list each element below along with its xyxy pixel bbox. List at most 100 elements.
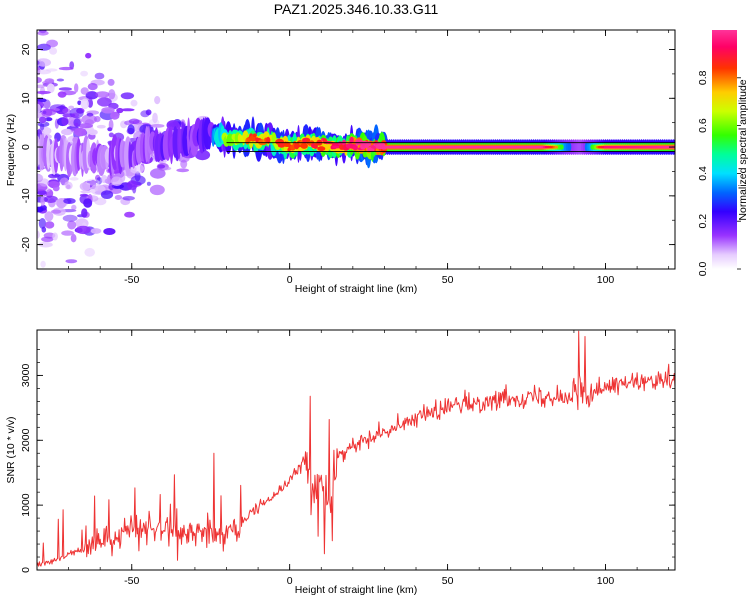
x-tick-label: 100	[597, 274, 615, 286]
spectrogram-blob	[149, 184, 165, 196]
spectrogram-blob	[38, 116, 47, 124]
spectrogram-blob	[47, 181, 60, 188]
spectrogram-blob	[87, 83, 98, 91]
spectrogram-blob	[146, 181, 151, 186]
spectrogram-blob	[127, 124, 135, 135]
spectrogram-blob	[37, 121, 50, 127]
colorbar-tick-label: 0.6	[697, 118, 709, 133]
spectrogram-blob	[37, 60, 40, 65]
spectrogram-blob	[70, 234, 77, 243]
x-tick-label: 0	[287, 274, 293, 286]
spectrogram-blob	[86, 178, 100, 186]
spectrogram-blob	[108, 119, 114, 131]
spectrogram-y-axis-label: Frequency (Hz)	[5, 114, 17, 186]
spectrogram-blob	[110, 111, 120, 120]
spectrogram-ridge-cell	[567, 142, 572, 152]
spectrogram-blob	[44, 221, 55, 229]
spectrogram-blob	[44, 78, 55, 84]
spectrogram-blob	[37, 30, 49, 36]
spectrogram-blob	[68, 105, 75, 110]
spectrogram-blob	[49, 289, 63, 297]
spectrogram-blob	[100, 175, 108, 184]
spectrogram-blob	[56, 78, 65, 82]
colorbar-tick-label: 0.8	[697, 70, 709, 85]
spectrogram-blob	[116, 107, 124, 114]
spectrogram-blob	[51, 209, 62, 214]
y-tick-label: 10	[20, 92, 32, 104]
spectrogram-blob	[111, 176, 123, 186]
spectrogram-blob	[75, 225, 91, 235]
colorbar-ticks: 0.0 0.2 0.4 0.6 0.8	[697, 70, 741, 276]
spectrogram-ridge-cell	[560, 144, 564, 150]
spectrogram-blob	[120, 92, 135, 100]
spectrogram-blob	[80, 190, 92, 194]
spectrogram-ticks: -50 0 50 100 -20 -10 0 10 20	[20, 30, 675, 286]
x-tick-label: 0	[287, 575, 293, 587]
x-tick-label: -50	[124, 274, 139, 286]
spectrogram-blob	[48, 173, 59, 179]
colorbar-label: Normalized spectral amplitude	[737, 79, 749, 220]
spectrogram-blob	[176, 168, 190, 173]
spectrogram-blob	[124, 120, 135, 126]
spectrogram-ridge-cell	[252, 133, 257, 137]
spectrogram-ridge-cell	[266, 136, 271, 144]
spectrogram-blob	[97, 97, 112, 107]
x-tick-label: 50	[442, 274, 454, 286]
y-tick-label: -10	[20, 188, 32, 203]
spectrogram-blob	[42, 110, 47, 114]
spectrogram-blob	[106, 177, 111, 185]
spectrogram-blob	[124, 211, 135, 218]
snr-frame	[36, 329, 676, 571]
spectrogram-blob	[37, 77, 42, 84]
spectrogram-blob	[81, 114, 97, 125]
spectrogram-blob	[41, 236, 54, 242]
spectrogram-blob	[51, 275, 57, 285]
spectrogram-blob	[84, 247, 95, 257]
colorbar-gradient	[712, 30, 737, 269]
spectrogram-blob	[63, 198, 76, 204]
spectrogram-blob	[152, 112, 158, 124]
spectrogram-blob	[154, 96, 161, 105]
colorbar-tick-label: 0.0	[697, 262, 709, 277]
spectrogram-blob	[77, 100, 82, 106]
spectrogram-blob	[140, 110, 150, 118]
spectrogram-heatmap	[35, 30, 675, 314]
spectrogram-blob	[96, 124, 106, 129]
spectrogram-blob	[37, 206, 44, 213]
spectrogram-blob	[122, 196, 135, 201]
spectrogram-blob	[71, 112, 80, 118]
spectrogram-blob	[65, 259, 78, 264]
colorbar: 0.0 0.2 0.4 0.6 0.8 Normalized spectral ampl…	[697, 30, 749, 276]
colorbar-tick-label: 0.2	[697, 214, 709, 229]
spectrogram-x-axis-label: Height of straight line (km)	[295, 283, 418, 295]
spectrogram-blob	[150, 168, 166, 179]
spectrogram-blob	[70, 127, 81, 133]
spectrogram-blob	[35, 306, 46, 314]
x-tick-label: 100	[597, 575, 615, 587]
spectrogram-blob	[157, 164, 166, 169]
spectrogram-blob	[80, 98, 90, 110]
spectrogram-blob	[37, 84, 45, 89]
spectrogram-ridge-cell	[332, 145, 341, 149]
spectrogram-blob	[42, 108, 57, 116]
spectrogram-blob	[37, 190, 47, 196]
spectrogram-blob	[85, 91, 99, 100]
spectrogram-blob	[90, 228, 102, 234]
spectrogram-blob	[87, 98, 93, 108]
spectrogram-blob	[61, 116, 69, 126]
spectrogram-blob	[49, 47, 58, 55]
spectrogram-blob	[43, 195, 58, 203]
spectrogram-blob	[107, 78, 115, 86]
spectrogram-blob	[40, 195, 46, 207]
x-tick-label: 50	[442, 575, 454, 587]
spectrogram-frame	[36, 29, 676, 270]
spectrogram-ridge-cell	[554, 145, 558, 149]
spectrogram-blob	[80, 70, 88, 77]
spectrogram-blob	[69, 61, 75, 70]
spectrogram-blob	[46, 83, 55, 93]
spectrogram-blob	[101, 107, 115, 114]
spectrogram-blob	[44, 211, 54, 222]
spectrogram-blob	[41, 226, 47, 233]
